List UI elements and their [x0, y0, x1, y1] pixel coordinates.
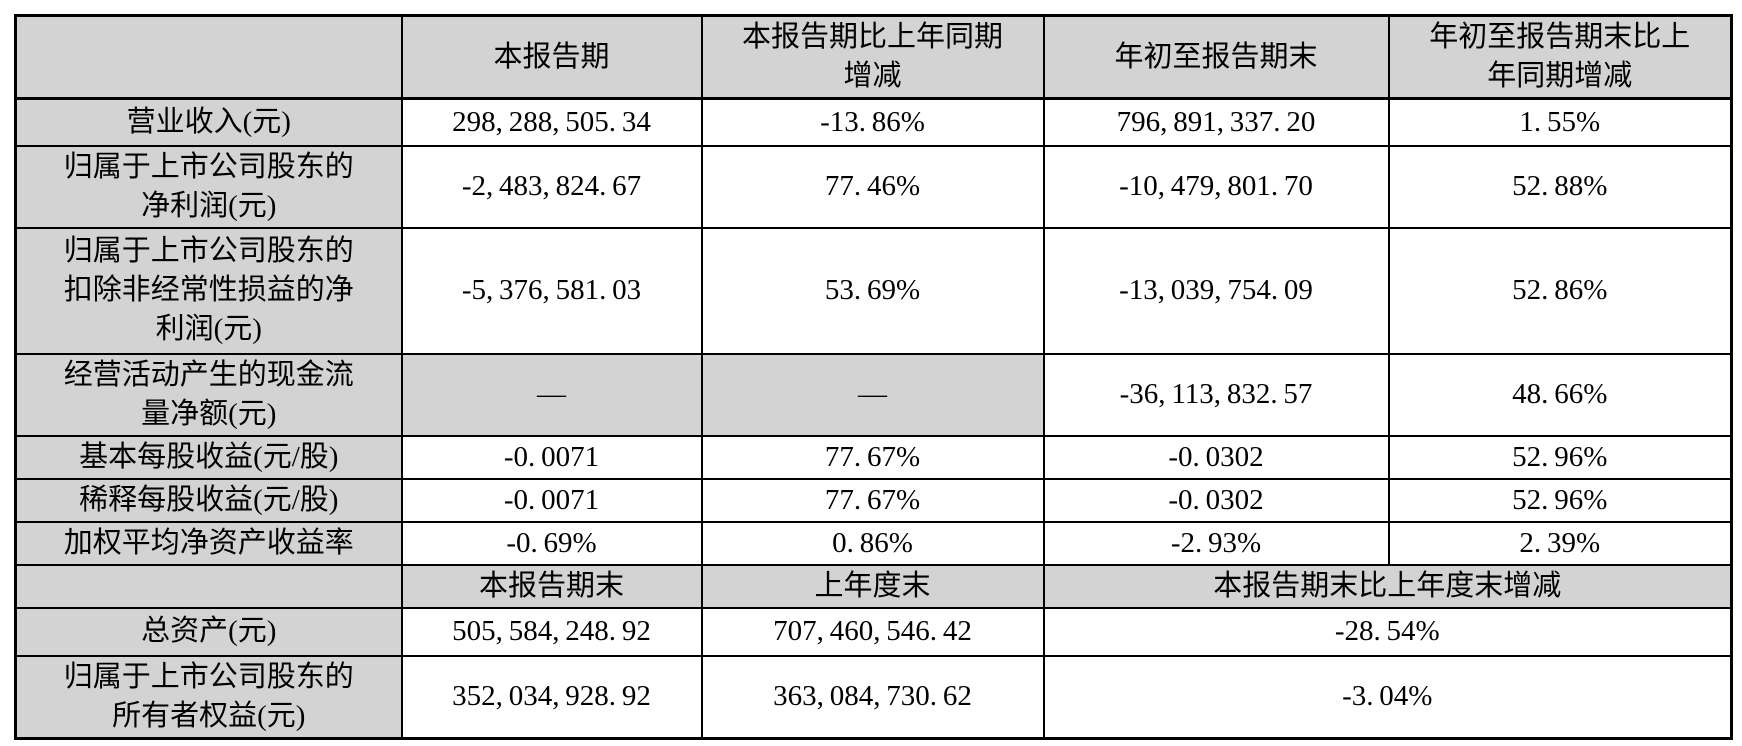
cell-value: -0. 0071 — [400, 477, 703, 523]
cell-value: 52. 88% — [1387, 144, 1733, 229]
row-label: 归属于上市公司股东的 扣除非经常性损益的净 利润(元) — [14, 226, 403, 355]
cell-value: 77. 67% — [700, 477, 1045, 523]
row-label: 营业收入(元) — [14, 97, 403, 147]
cell-value: -10, 479, 801. 70 — [1042, 144, 1390, 229]
cell-value: 48. 66% — [1387, 352, 1733, 437]
cell-value: 52. 86% — [1387, 226, 1733, 355]
cell-value: 352, 034, 928. 92 — [400, 654, 703, 740]
cell-value: 77. 67% — [700, 434, 1045, 480]
cell-value: 2. 39% — [1387, 520, 1733, 566]
column-header-prior-year-end: 上年度末 — [700, 563, 1045, 609]
cell-value: -13. 86% — [700, 97, 1045, 147]
table-row: 加权平均净资产收益率 -0. 69% 0. 86% -2. 93% 2. 39% — [14, 520, 1733, 566]
cell-value: -13, 039, 754. 09 — [1042, 226, 1390, 355]
cell-value: 707, 460, 546. 42 — [700, 606, 1045, 657]
table-row: 营业收入(元) 298, 288, 505. 34 -13. 86% 796, … — [14, 97, 1733, 147]
cell-value: 363, 084, 730. 62 — [700, 654, 1045, 740]
column-header-ytd: 年初至报告期末 — [1042, 14, 1390, 100]
table-row: 经营活动产生的现金流 量净额(元) — — -36, 113, 832. 57 … — [14, 352, 1733, 437]
table-row: 基本每股收益(元/股) -0. 0071 77. 67% -0. 0302 52… — [14, 434, 1733, 480]
row-label: 归属于上市公司股东的 所有者权益(元) — [14, 654, 403, 740]
cell-value: 0. 86% — [700, 520, 1045, 566]
cell-value: -5, 376, 581. 03 — [400, 226, 703, 355]
row-label: 加权平均净资产收益率 — [14, 520, 403, 566]
table-row: 本报告期 本报告期比上年同期 增减 年初至报告期末 年初至报告期末比上 年同期增… — [14, 14, 1733, 100]
corner-cell — [14, 563, 403, 609]
row-label: 稀释每股收益(元/股) — [14, 477, 403, 523]
cell-value: 53. 69% — [700, 226, 1045, 355]
cell-value: 77. 46% — [700, 144, 1045, 229]
cell-value: -36, 113, 832. 57 — [1042, 352, 1390, 437]
cell-value: 52. 96% — [1387, 477, 1733, 523]
cell-value: -2. 93% — [1042, 520, 1390, 566]
column-header-current-period: 本报告期 — [400, 14, 703, 100]
column-header-period-end-change: 本报告期末比上年度末增减 — [1042, 563, 1733, 609]
cell-value-dash: — — [700, 352, 1045, 437]
row-label: 基本每股收益(元/股) — [14, 434, 403, 480]
table-row: 总资产(元) 505, 584, 248. 92 707, 460, 546. … — [14, 606, 1733, 657]
column-header-yoy-change: 本报告期比上年同期 增减 — [700, 14, 1045, 100]
corner-cell — [14, 14, 403, 100]
cell-value: 796, 891, 337. 20 — [1042, 97, 1390, 147]
table-row: 归属于上市公司股东的 扣除非经常性损益的净 利润(元) -5, 376, 581… — [14, 226, 1733, 355]
row-label: 经营活动产生的现金流 量净额(元) — [14, 352, 403, 437]
cell-value: -3. 04% — [1042, 654, 1733, 740]
cell-value: -0. 0302 — [1042, 477, 1390, 523]
cell-value: 298, 288, 505. 34 — [400, 97, 703, 147]
cell-value: 52. 96% — [1387, 434, 1733, 480]
cell-value: 1. 55% — [1387, 97, 1733, 147]
financial-summary-table: 本报告期 本报告期比上年同期 增减 年初至报告期末 年初至报告期末比上 年同期增… — [14, 14, 1733, 740]
table-row: 归属于上市公司股东的 净利润(元) -2, 483, 824. 67 77. 4… — [14, 144, 1733, 229]
table-row: 稀释每股收益(元/股) -0. 0071 77. 67% -0. 0302 52… — [14, 477, 1733, 523]
table-row: 归属于上市公司股东的 所有者权益(元) 352, 034, 928. 92 36… — [14, 654, 1733, 740]
table-row: 本报告期末 上年度末 本报告期末比上年度末增减 — [14, 563, 1733, 609]
cell-value: -28. 54% — [1042, 606, 1733, 657]
cell-value-dash: — — [400, 352, 703, 437]
cell-value: 505, 584, 248. 92 — [400, 606, 703, 657]
row-label: 归属于上市公司股东的 净利润(元) — [14, 144, 403, 229]
cell-value: -0. 69% — [400, 520, 703, 566]
cell-value: -0. 0302 — [1042, 434, 1390, 480]
column-header-ytd-yoy-change: 年初至报告期末比上 年同期增减 — [1387, 14, 1733, 100]
cell-value: -2, 483, 824. 67 — [400, 144, 703, 229]
row-label: 总资产(元) — [14, 606, 403, 657]
cell-value: -0. 0071 — [400, 434, 703, 480]
column-header-period-end: 本报告期末 — [400, 563, 703, 609]
